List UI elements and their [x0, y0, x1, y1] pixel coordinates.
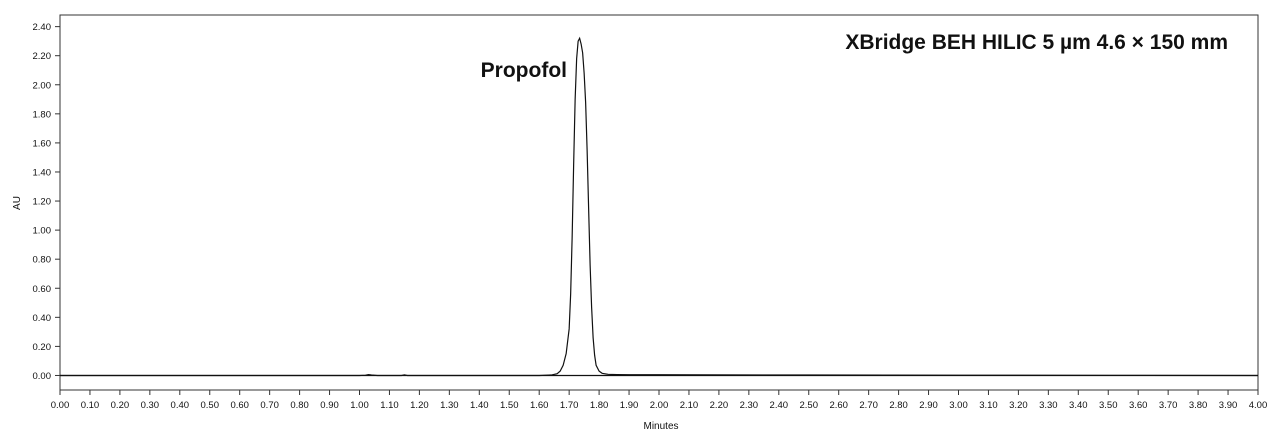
x-tick-label: 0.00 [51, 400, 70, 411]
peak-annotation-propofol: Propofol [481, 59, 567, 82]
y-tick-label: 0.20 [33, 342, 52, 353]
y-tick-label: 0.60 [33, 284, 52, 295]
x-tick-label: 1.80 [590, 400, 609, 411]
plot-frame [59, 14, 1259, 391]
y-tick-label: 0.40 [33, 313, 52, 324]
y-tick-label: 1.80 [33, 109, 52, 120]
y-tick-label: 1.60 [33, 138, 52, 149]
chart-title: XBridge BEH HILIC 5 µm 4.6 × 150 mm [845, 31, 1228, 54]
x-tick-label: 4.00 [1249, 400, 1268, 411]
x-tick-label: 3.90 [1219, 400, 1238, 411]
x-tick-label: 0.40 [171, 400, 190, 411]
x-tick-label: 0.60 [230, 400, 249, 411]
y-tick-label: 0.00 [33, 371, 52, 382]
x-tick-label: 3.40 [1069, 400, 1088, 411]
x-tick-label: 3.50 [1099, 400, 1118, 411]
x-tick-label: 0.80 [290, 400, 309, 411]
x-tick-label: 2.00 [650, 400, 669, 411]
x-tick-label: 2.10 [680, 400, 699, 411]
x-tick-label: 3.00 [949, 400, 968, 411]
chromatogram-trace [60, 36, 1259, 377]
x-tick-label: 3.80 [1189, 400, 1208, 411]
x-tick-label: 3.20 [1009, 400, 1028, 411]
x-tick-label: 2.20 [710, 400, 729, 411]
x-tick-label: 2.30 [740, 400, 759, 411]
y-axis-label: AU [12, 196, 23, 210]
x-tick-label: 0.90 [320, 400, 339, 411]
x-tick-label: 1.40 [470, 400, 489, 411]
x-axis-ticks: 0.00 0.10 0.20 0.30 0.40 0.50 0.60 0.70 0.80 0.90… [51, 390, 1268, 411]
x-tick-label: 3.60 [1129, 400, 1148, 411]
y-tick-label: 1.40 [33, 167, 52, 178]
y-tick-label: 0.80 [33, 255, 52, 266]
x-tick-label: 0.70 [260, 400, 279, 411]
x-tick-label: 1.30 [440, 400, 459, 411]
x-tick-label: 1.10 [380, 400, 399, 411]
x-tick-label: 0.50 [201, 400, 220, 411]
x-tick-label: 1.20 [410, 400, 429, 411]
x-tick-label: 3.10 [979, 400, 998, 411]
x-tick-label: 2.90 [919, 400, 938, 411]
x-tick-label: 3.30 [1039, 400, 1058, 411]
x-tick-label: 2.80 [889, 400, 908, 411]
x-tick-label: 0.10 [81, 400, 100, 411]
y-tick-label: 2.00 [33, 80, 52, 91]
x-tick-label: 1.50 [500, 400, 519, 411]
x-tick-label: 1.00 [350, 400, 369, 411]
x-tick-label: 2.40 [770, 400, 789, 411]
x-tick-label: 2.60 [829, 400, 848, 411]
x-tick-label: 0.20 [111, 400, 130, 411]
x-tick-label: 3.70 [1159, 400, 1178, 411]
y-axis-ticks: 0.00 0.20 0.40 0.60 0.80 1.00 1.20 1.40 1.60 1.80… [33, 22, 60, 382]
x-tick-label: 1.60 [530, 400, 549, 411]
y-tick-label: 2.40 [33, 22, 52, 33]
x-axis-label: Minutes [643, 421, 678, 432]
x-tick-label: 1.90 [620, 400, 639, 411]
y-tick-label: 1.20 [33, 197, 52, 208]
x-tick-label: 2.50 [800, 400, 819, 411]
y-tick-label: 2.20 [33, 51, 52, 62]
x-tick-label: 2.70 [859, 400, 878, 411]
x-tick-label: 0.30 [141, 400, 160, 411]
x-tick-label: 1.70 [560, 400, 579, 411]
y-tick-label: 1.00 [33, 226, 52, 237]
